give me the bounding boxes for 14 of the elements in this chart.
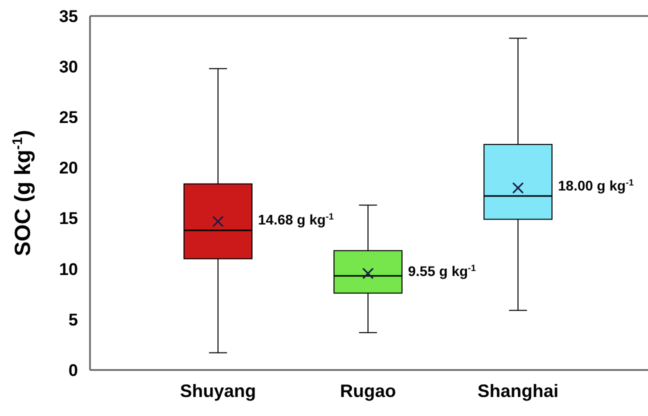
y-tick-label: 25 — [59, 108, 78, 128]
annotation: 14.68 g kg$^{-1}$ — [258, 211, 334, 228]
x-tick-label: Shanghai — [477, 381, 559, 401]
x-tick-label: Rugao — [340, 381, 396, 401]
y-tick-label: 15 — [59, 209, 78, 228]
y-tick-label: 35 — [59, 6, 78, 26]
x-tick-label: Shuyang — [180, 381, 256, 401]
y-tick-label: 10 — [59, 260, 78, 279]
annotation: 18.00 g kg$^{-1}$ — [558, 178, 634, 194]
y-tick-label: 0 — [68, 360, 78, 380]
y-tick-label: 5 — [68, 310, 78, 330]
annotation: 9.55 g kg$^{-1}$ — [408, 263, 476, 280]
y-tick-label: 20 — [59, 158, 78, 178]
y-tick-label: 30 — [59, 58, 78, 77]
